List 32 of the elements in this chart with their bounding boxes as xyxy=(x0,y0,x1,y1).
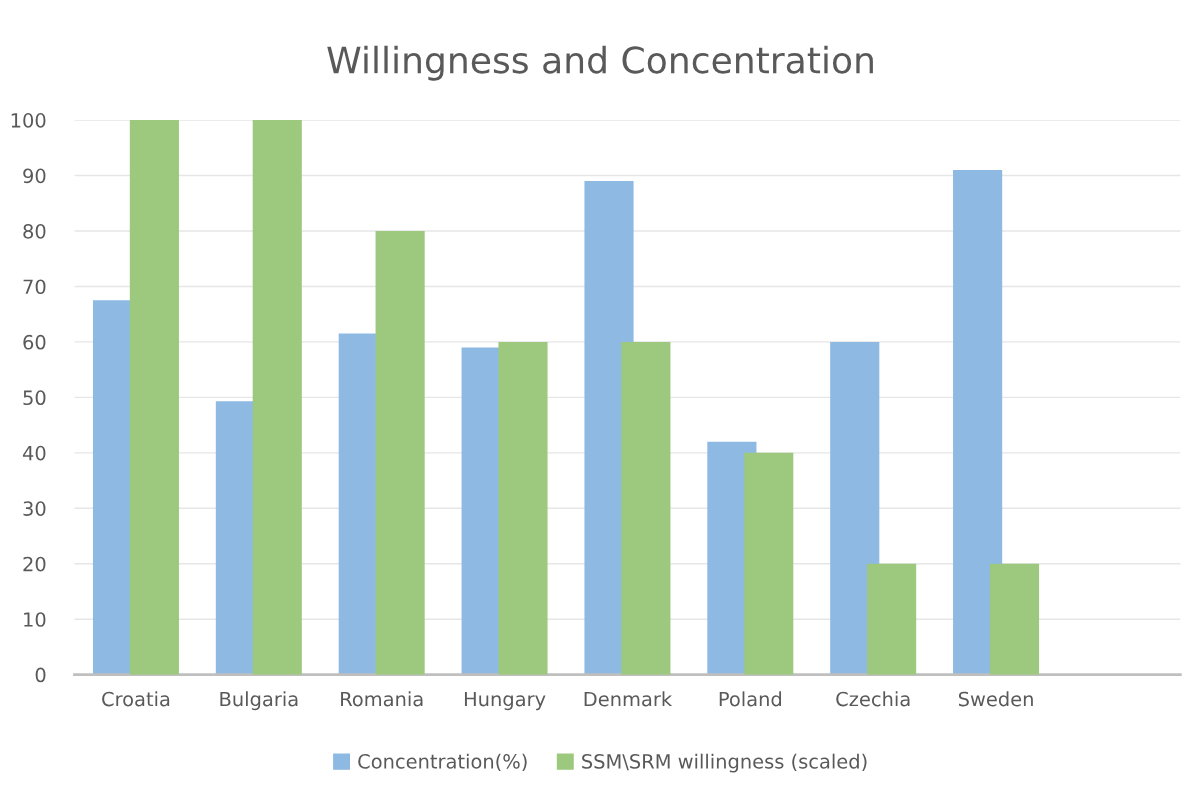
x-tick-label: Czechia xyxy=(836,691,910,707)
bar xyxy=(252,120,302,675)
y-tick-label: 20 xyxy=(23,556,46,572)
x-tick-label: Hungary xyxy=(464,691,546,711)
y-tick-label: 100 xyxy=(11,113,46,128)
x-tick-label: Croatia xyxy=(102,691,170,707)
y-tick-label: 10 xyxy=(24,612,46,627)
bar xyxy=(621,341,671,675)
bar xyxy=(867,563,917,675)
bar xyxy=(744,452,794,675)
legend-label: Concentration(%) xyxy=(358,753,527,772)
x-tick-label: Denmark xyxy=(584,691,673,707)
y-tick-label: 80 xyxy=(23,223,46,239)
y-tick-label: 50 xyxy=(23,390,46,406)
y-tick-label: 90 xyxy=(23,168,46,184)
bar xyxy=(989,563,1040,675)
bar xyxy=(129,120,179,675)
y-tick-label: 60 xyxy=(23,334,46,350)
y-tick-label: 0 xyxy=(35,667,46,683)
bar xyxy=(375,231,425,675)
bar xyxy=(953,169,1003,675)
y-tick-label: 70 xyxy=(23,279,46,295)
legend-label: SSM\SRM willingness (scaled) xyxy=(582,753,867,773)
x-tick-label: Poland xyxy=(719,691,781,707)
x-tick-label: Bulgaria xyxy=(220,691,298,711)
x-tick-label: Sweden xyxy=(958,691,1033,707)
y-tick-label: 40 xyxy=(22,445,46,461)
x-tick-label: Romania xyxy=(341,691,423,707)
bar xyxy=(498,341,548,675)
chart-title: Willingness and Concentration xyxy=(327,45,873,81)
y-tick-label: 30 xyxy=(23,501,46,516)
bar xyxy=(830,341,880,675)
